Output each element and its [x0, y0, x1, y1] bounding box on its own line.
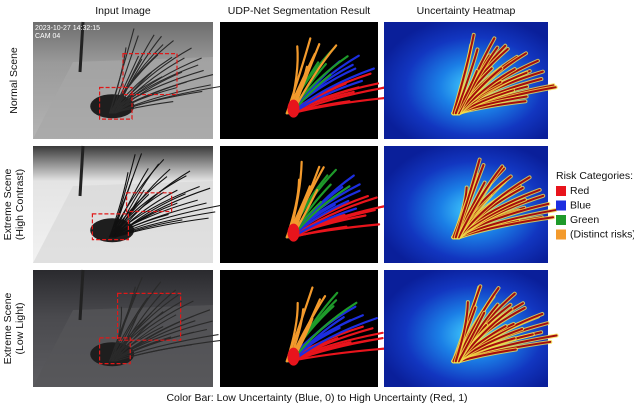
legend-swatch: [556, 215, 566, 225]
legend-swatch: [556, 186, 566, 196]
row-label: Normal Scene: [8, 47, 20, 114]
camera-id: CAM 04: [35, 33, 60, 40]
row-label: Extreme Scene: [2, 168, 14, 240]
column-header: Uncertainty Heatmap: [417, 5, 516, 17]
legend-title: Risk Categories:: [556, 170, 633, 182]
segment-core: [288, 224, 300, 242]
timestamp: 2023-10-27 14:32:15: [35, 25, 100, 32]
legend-label: Blue: [570, 199, 591, 211]
column-header: Input Image: [95, 5, 151, 17]
segmentation-panel: [220, 22, 378, 139]
row-label: (High Contrast): [14, 169, 26, 240]
row-label: Extreme Scene: [2, 292, 14, 364]
legend-label: Green: [570, 214, 599, 226]
column-header: UDP-Net Segmentation Result: [228, 5, 370, 17]
legend-label: Red: [570, 185, 589, 197]
legend-swatch: [556, 201, 566, 211]
segment-core: [288, 348, 300, 366]
figure: Input Image UDP-Net Segmentation Result Un…: [0, 0, 634, 407]
legend-label: (Distinct risks): [570, 228, 634, 240]
legend-swatch: [556, 230, 566, 240]
caption: Color Bar: Low Uncertainty (Blue, 0) to …: [166, 392, 467, 404]
row-label: (Low Light): [14, 303, 26, 355]
segment-core: [288, 100, 300, 118]
